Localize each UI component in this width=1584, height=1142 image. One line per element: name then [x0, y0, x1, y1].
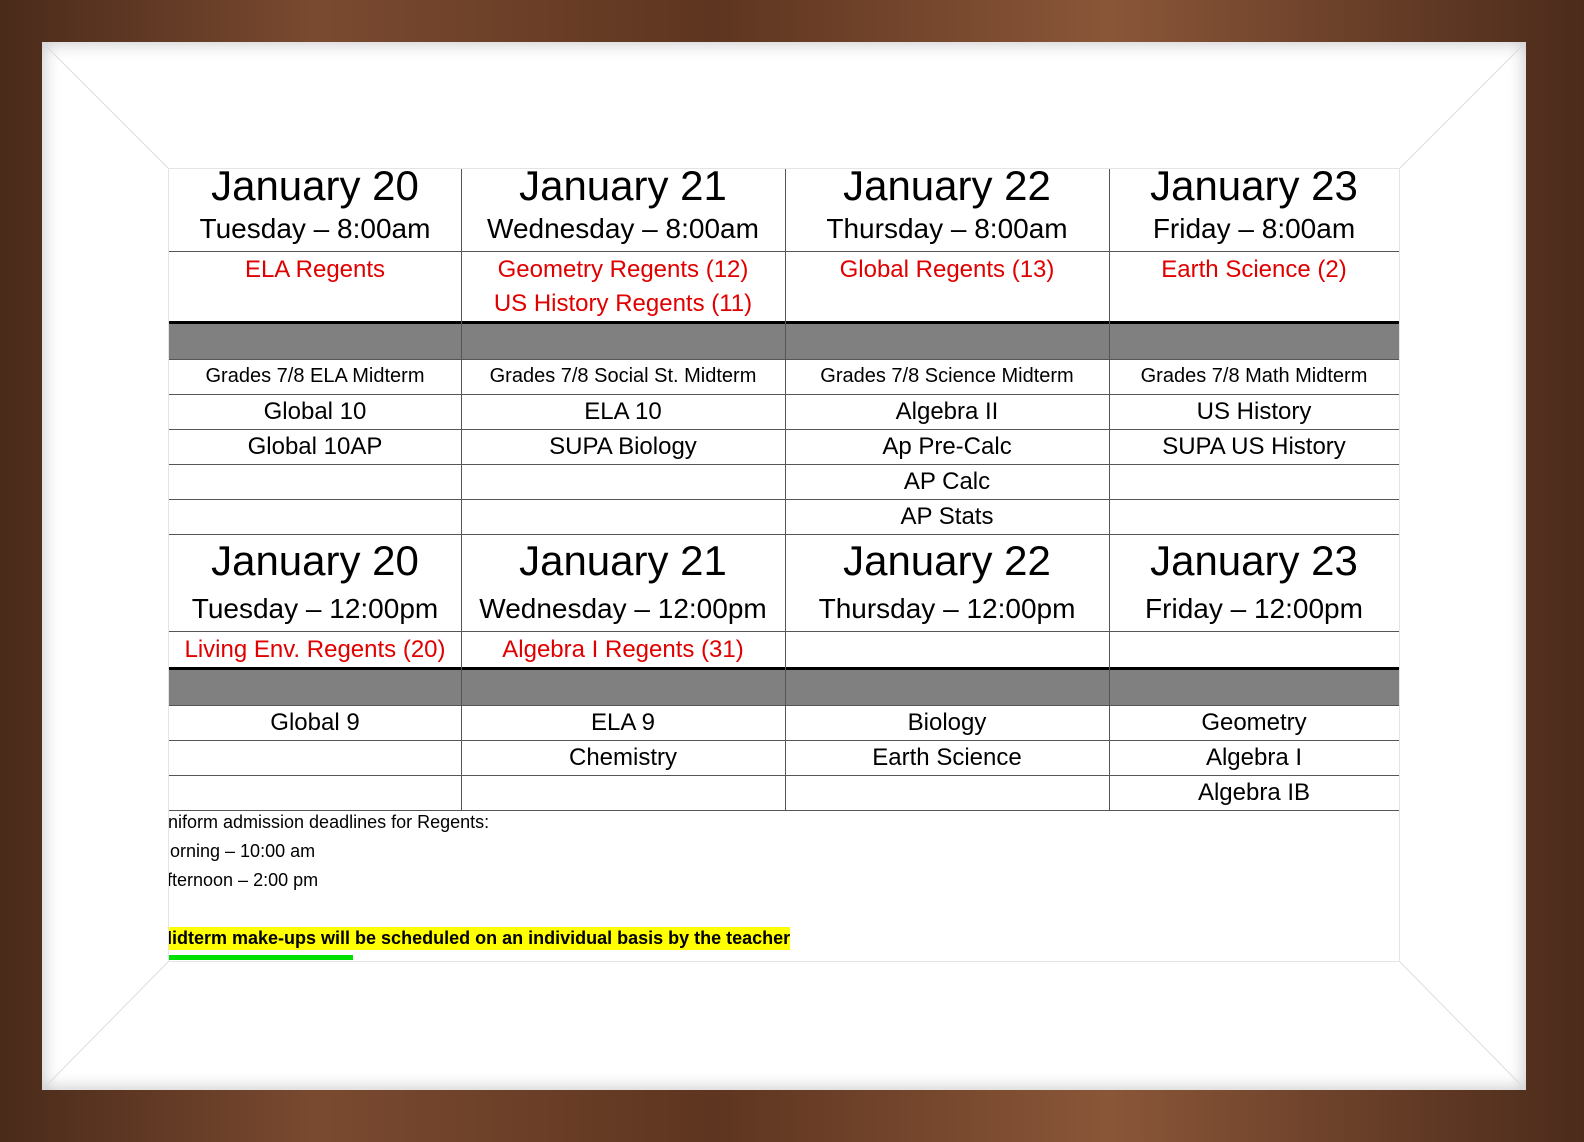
- column-line: [461, 169, 462, 534]
- exam: Global 9: [270, 709, 360, 736]
- row-line: [169, 499, 1399, 500]
- regents-exam: US History Regents (11): [493, 290, 753, 317]
- exam: Earth Science: [872, 744, 1022, 771]
- exam: Ap Pre-Calc: [882, 433, 1012, 460]
- midterm: Grades 7/8 Math Midterm: [1140, 365, 1368, 387]
- time: Tuesday – 12:00pm: [191, 593, 439, 624]
- matte: [42, 42, 1526, 1090]
- exam: AP Calc: [903, 468, 991, 495]
- row-line: [169, 631, 1399, 632]
- date: January 23: [1150, 168, 1358, 209]
- column-line: [785, 530, 786, 810]
- time: Wednesday – 8:00am: [487, 213, 759, 244]
- note: Afternoon – 2:00 pm: [168, 870, 319, 890]
- time: Friday – 12:00pm: [1145, 593, 1363, 624]
- row-line: [169, 321, 1399, 324]
- regents-exam: Geometry Regents (12): [497, 256, 749, 283]
- column-line: [461, 530, 462, 810]
- date: January 21: [519, 537, 727, 584]
- exam: Global 10: [263, 398, 367, 425]
- exam: Algebra IB: [1197, 779, 1311, 806]
- date: January 21: [519, 168, 727, 209]
- time: Tuesday – 8:00am: [199, 213, 431, 244]
- schedule-document: January 20 Tuesday – 8:00am ELA Regents Gra…: [168, 168, 1400, 962]
- exam: Global 10AP: [247, 433, 383, 460]
- regents-exam: Global Regents (13): [839, 256, 1055, 283]
- exam: SUPA US History: [1162, 433, 1346, 460]
- note: Morning – 10:00 am: [168, 841, 316, 861]
- midterm: Grades 7/8 Social St. Midterm: [489, 365, 757, 387]
- midterm: Grades 7/8 Science Midterm: [820, 365, 1074, 387]
- column-line: [1109, 169, 1110, 534]
- gray-band: [169, 324, 1399, 359]
- exam: AP Stats: [900, 503, 994, 530]
- regents-exam: Living Env. Regents (20): [184, 636, 446, 663]
- date: January 22: [843, 537, 1051, 584]
- column-line: [785, 169, 786, 534]
- regents-exam: Earth Science (2): [1161, 256, 1347, 283]
- time: Thursday – 12:00pm: [818, 593, 1076, 624]
- row-line: [169, 429, 1399, 430]
- row-line: [169, 359, 1399, 360]
- regents-exam: Algebra I Regents (31): [502, 636, 744, 663]
- exam: ELA 10: [584, 398, 662, 425]
- time: Wednesday – 12:00pm: [479, 593, 767, 624]
- exam: US History: [1196, 398, 1312, 425]
- row-line: [169, 464, 1399, 465]
- regents-exam: ELA Regents: [244, 256, 386, 283]
- highlight-note: Midterm make-ups will be scheduled on an…: [169, 927, 791, 950]
- row-line: [169, 810, 1399, 811]
- time: Friday – 8:00am: [1152, 213, 1356, 244]
- row-line: [169, 534, 1399, 535]
- midterm: Grades 7/8 ELA Midterm: [205, 365, 425, 387]
- row-line: [169, 740, 1399, 741]
- row-line: [169, 667, 1399, 670]
- exam: Algebra II: [895, 398, 999, 425]
- exam: Geometry: [1201, 709, 1307, 736]
- gray-band: [169, 670, 1399, 705]
- date: January 20: [211, 537, 419, 584]
- exam: ELA 9: [590, 709, 656, 736]
- note: Uniform admission deadlines for Regents:: [168, 812, 490, 832]
- row-line: [169, 251, 1399, 252]
- matte-bevel: [42, 42, 1526, 1090]
- exam: Chemistry: [568, 744, 677, 771]
- row-line: [169, 775, 1399, 776]
- date: January 23: [1150, 537, 1358, 584]
- column-line: [1109, 530, 1110, 810]
- row-line: [169, 705, 1399, 706]
- exam: SUPA Biology: [549, 433, 697, 460]
- time: Thursday – 8:00am: [826, 213, 1068, 244]
- green-underline: [169, 955, 353, 960]
- exam: Biology: [907, 709, 987, 736]
- exam: Algebra I: [1205, 744, 1303, 771]
- date: January 22: [843, 168, 1051, 209]
- date: January 20: [211, 168, 419, 209]
- row-line: [169, 394, 1399, 395]
